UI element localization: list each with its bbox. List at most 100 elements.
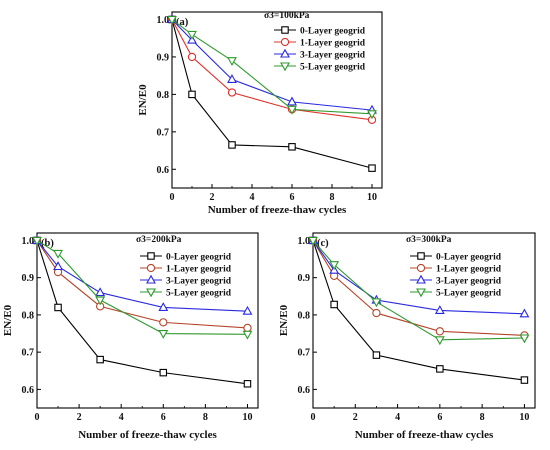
y-tick-label: 0.6 xyxy=(157,165,170,176)
data-point xyxy=(242,305,253,315)
x-tick-label: 6 xyxy=(290,192,295,203)
data-point xyxy=(520,376,529,384)
data-point xyxy=(368,164,376,172)
data-point xyxy=(329,261,340,270)
data-point xyxy=(372,351,381,359)
x-axis-label: Number of freeze-thaw cycles xyxy=(208,204,347,216)
data-point xyxy=(519,308,530,318)
data-point xyxy=(287,96,297,106)
legend-marker xyxy=(147,252,155,260)
y-tick-label: 1.0 xyxy=(22,236,35,247)
data-point xyxy=(53,261,63,271)
data-point xyxy=(32,236,42,246)
data-point xyxy=(228,141,236,149)
chart-panel-2: 0 2 4 6 8 10 0.6 0.7 0.8 0.9 1.0 Number of freeze-t… xyxy=(2,232,259,441)
y-tick-label: 0.8 xyxy=(157,90,170,101)
series-4 xyxy=(308,236,530,346)
data-point xyxy=(371,298,382,308)
condition-label: σ3=200kPa xyxy=(136,235,182,245)
legend-marker xyxy=(281,26,289,34)
x-tick-label: 10 xyxy=(242,412,252,423)
legend-label: 3-Layer geogrid xyxy=(436,277,502,287)
y-tick-label: 0.8 xyxy=(298,310,311,321)
data-point xyxy=(288,143,296,151)
legend-marker xyxy=(416,288,426,298)
x-tick-label: 10 xyxy=(519,412,529,423)
legend-label: 0-Layer geogrid xyxy=(300,27,366,37)
y-tick-label: 0.7 xyxy=(22,348,35,359)
data-point xyxy=(519,334,530,344)
plot-frame xyxy=(36,232,259,409)
x-tick-label: 4 xyxy=(119,412,124,423)
series-2 xyxy=(308,236,529,340)
data-point xyxy=(434,305,445,314)
data-point xyxy=(158,329,169,339)
data-point xyxy=(227,74,237,83)
data-point xyxy=(159,318,168,327)
panel-label: (c) xyxy=(317,238,329,249)
y-tick-label: 0.7 xyxy=(298,348,311,359)
series-1 xyxy=(33,236,252,388)
legend-marker xyxy=(416,263,426,273)
series-4 xyxy=(167,15,377,120)
y-axis-label: EN/E0 xyxy=(137,84,149,116)
data-point xyxy=(95,296,106,306)
legend-marker xyxy=(146,288,156,298)
data-point xyxy=(330,300,338,309)
legend-label: 5-Layer geogrid xyxy=(166,289,232,299)
data-point xyxy=(436,365,444,373)
x-axis-label: Number of freeze-thaw cycles xyxy=(355,429,494,441)
legend-marker xyxy=(146,274,156,284)
x-tick-label: 6 xyxy=(161,412,166,423)
series-1 xyxy=(309,236,529,384)
x-tick-label: 2 xyxy=(77,412,82,423)
x-tick-label: 4 xyxy=(250,192,255,203)
data-point xyxy=(243,380,252,388)
chart-panel-3: 0 2 4 6 8 10 0.6 0.7 0.8 0.9 1.0 Number of freeze-t… xyxy=(278,232,536,441)
x-tick-label: 0 xyxy=(35,412,40,423)
x-tick-label: 2 xyxy=(210,192,215,203)
data-point xyxy=(96,355,104,364)
series-4 xyxy=(32,236,253,340)
data-point xyxy=(158,302,169,312)
data-point xyxy=(54,303,62,312)
legend-label: 5-Layer geogrid xyxy=(300,63,366,73)
legend-marker xyxy=(280,62,290,72)
legend-label: 1-Layer geogrid xyxy=(166,265,232,275)
series-3 xyxy=(32,235,253,315)
chart-panel-1: 0 2 4 6 8 10 0.6 0.7 0.8 0.9 1.0 Number of freeze-t… xyxy=(137,11,383,216)
data-point xyxy=(242,330,253,340)
data-point xyxy=(159,368,168,377)
legend-marker xyxy=(146,263,156,273)
x-tick-label: 4 xyxy=(395,412,400,423)
data-point xyxy=(187,52,197,62)
data-point xyxy=(367,110,377,120)
data-point xyxy=(435,327,445,336)
data-point xyxy=(227,88,237,97)
y-axis-label: EN/E0 xyxy=(278,304,290,336)
data-point xyxy=(53,249,63,259)
legend-marker xyxy=(280,37,290,47)
panel-label: (a) xyxy=(176,17,189,28)
data-point xyxy=(188,90,196,99)
x-tick-label: 8 xyxy=(330,192,335,203)
y-tick-label: 0.6 xyxy=(22,385,35,396)
x-tick-label: 0 xyxy=(311,412,316,423)
legend-label: 3-Layer geogrid xyxy=(166,277,232,287)
data-point xyxy=(243,323,252,333)
legend-label: 1-Layer geogrid xyxy=(436,265,502,275)
legend-label: 0-Layer geogrid xyxy=(436,253,502,263)
y-axis-label: EN/E0 xyxy=(2,304,14,336)
data-point xyxy=(287,105,297,115)
x-tick-label: 2 xyxy=(353,412,358,423)
x-tick-label: 0 xyxy=(170,192,175,203)
data-point xyxy=(434,336,445,346)
x-tick-label: 8 xyxy=(203,412,208,423)
y-tick-label: 0.7 xyxy=(157,127,170,138)
condition-label: σ3=300kPa xyxy=(406,235,452,245)
x-tick-label: 10 xyxy=(367,192,377,203)
plot-frame xyxy=(312,232,536,409)
y-tick-label: 0.8 xyxy=(22,310,35,321)
legend-label: 5-Layer geogrid xyxy=(436,289,502,299)
